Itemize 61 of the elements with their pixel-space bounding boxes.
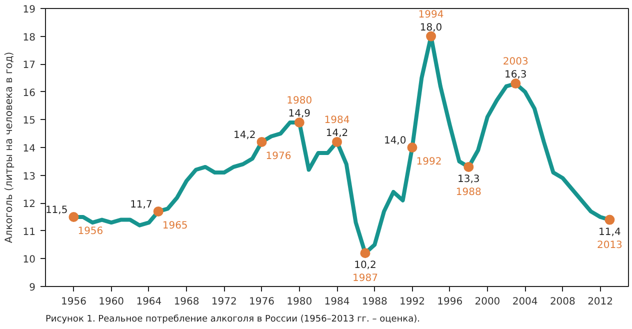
annotation: 1988 [456,186,482,198]
y-axis-title: Алкоголь (литры на человека в год) [4,52,15,244]
annotation: 2013 [596,240,622,251]
y-tick-label: 15 [22,116,36,127]
point [464,162,474,172]
point [510,78,521,89]
data-label: 14,2 [234,130,256,141]
point [256,136,267,147]
data-label: 14,0 [384,136,406,146]
point [426,31,436,42]
point [360,248,370,258]
y-tick-label: 9 [29,282,36,294]
point [294,117,304,128]
y-tick-label: 16 [22,88,36,99]
annotation: 1992 [416,156,442,168]
data-label: 13,3 [458,174,480,185]
y-tick-label: 18 [22,32,36,44]
point [604,214,615,225]
x-tick-label: 1964 [136,296,162,308]
annotation: 1987 [352,273,378,284]
y-tick-label: 11 [22,226,36,238]
y-tick-label: 13 [22,171,36,182]
point [68,212,79,222]
x-tick-label: 1960 [98,296,124,308]
y-tick-label: 14 [22,144,36,154]
data-label: 18,0 [420,22,442,34]
x-tick-label: 2008 [550,296,576,308]
point [407,142,418,152]
annotation: 1994 [418,9,444,20]
data-label: 10,2 [354,260,376,272]
y-tick-label: 10 [22,254,36,266]
y-tick-label: 19 [22,4,36,16]
x-tick-label: 1976 [249,296,275,308]
x-tick-label: 2004 [512,296,538,308]
x-tick-label: 1956 [60,296,86,308]
x-tick-label: 1972 [211,296,237,308]
x-tick-label: 1992 [400,296,425,308]
point [332,136,342,147]
data-label: 11,5 [45,205,68,216]
annotation: 1984 [324,114,350,126]
x-tick-label: 2000 [474,296,500,308]
data-label: 11,4 [598,226,621,238]
y-tick-label: 12 [22,199,36,210]
data-label: 16,3 [504,70,527,81]
annotation: 2003 [502,56,528,68]
annotation: 1965 [162,220,188,232]
data-label: 11,7 [130,199,152,210]
annotation: 1956 [78,226,104,237]
text: Рисунок 1. Реальное потребление алкоголя в России (1956–2013 гг. – оценка). [46,314,420,324]
x-tick-label: 2012 [588,296,614,308]
point [153,206,164,216]
x-tick-label: 1988 [362,296,388,308]
x-tick-label: 1996 [437,296,463,308]
x-tick-label: 1980 [286,296,312,308]
data-label: 14,2 [326,128,348,139]
data-label: 14,9 [288,108,311,120]
y-tick-label: 17 [22,60,36,72]
annotation: 1980 [286,95,312,106]
x-tick-label: 1984 [324,296,350,308]
annotation: 1976 [266,150,292,162]
x-tick-label: 1968 [174,296,200,308]
